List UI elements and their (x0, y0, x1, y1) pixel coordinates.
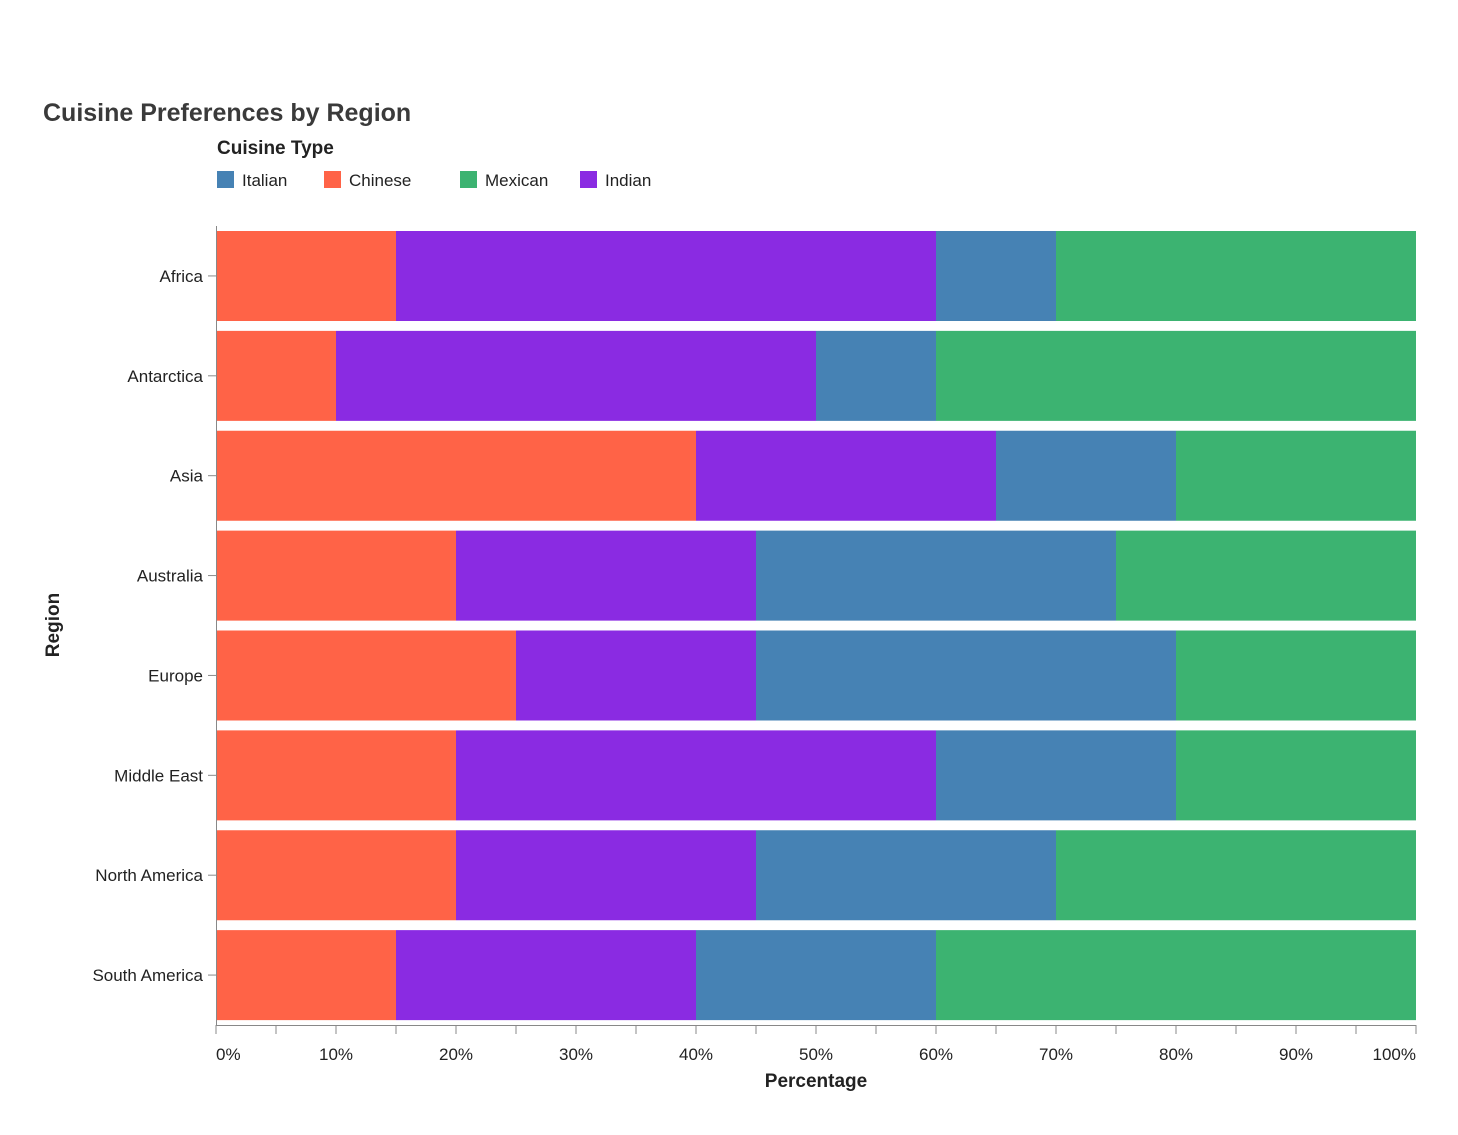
x-tick-label-6: 60% (919, 1045, 953, 1064)
bar-north-america-indian (456, 830, 756, 921)
bar-europe-italian (756, 630, 1176, 721)
legend-title: Cuisine Type (217, 138, 334, 159)
y-tick-label-middle-east: Middle East (114, 766, 203, 785)
x-tick-label-3: 30% (559, 1045, 593, 1064)
x-tick-label-4: 40% (679, 1045, 713, 1064)
bar-row-south-america (216, 930, 1416, 1021)
y-tick-label-north-america: North America (95, 866, 203, 885)
x-tick-label-10: 100% (1373, 1045, 1416, 1064)
bar-asia-mexican (1176, 430, 1416, 521)
bar-africa-indian (396, 231, 936, 321)
legend: Cuisine Type Italian Chinese Mexican Indian (217, 138, 651, 190)
bar-australia-indian (456, 530, 756, 621)
bar-row-europe (216, 630, 1416, 721)
bar-north-america-chinese (216, 830, 456, 921)
bar-middle-east-chinese (216, 730, 456, 821)
bar-australia-italian (756, 530, 1116, 621)
x-tick-label-2: 20% (439, 1045, 473, 1064)
legend-swatch-italian (217, 171, 234, 188)
chart-title: Cuisine Preferences by Region (43, 99, 411, 127)
legend-item-italian: Italian (217, 171, 287, 190)
bar-asia-indian (696, 430, 996, 521)
bar-africa-mexican (1056, 231, 1416, 321)
bar-australia-mexican (1116, 530, 1416, 621)
bar-antarctica-italian (816, 330, 936, 421)
x-tick-label-5: 50% (799, 1045, 833, 1064)
bar-row-asia (216, 430, 1416, 521)
bar-row-antarctica (216, 330, 1416, 421)
bar-north-america-italian (756, 830, 1056, 921)
bar-row-australia (216, 530, 1416, 621)
bar-north-america-mexican (1056, 830, 1416, 921)
y-ticks: Africa Antarctica Asia Australia Europe Middl… (92, 267, 216, 985)
bar-middle-east-indian (456, 730, 936, 821)
x-tick-label-1: 10% (319, 1045, 353, 1064)
legend-label-mexican: Mexican (485, 171, 548, 190)
bar-row-north-america (216, 830, 1416, 921)
bar-south-america-mexican (936, 930, 1416, 1021)
y-axis: Africa Antarctica Asia Australia Europe Middl… (43, 226, 217, 1025)
bar-antarctica-mexican (936, 330, 1416, 421)
legend-item-chinese: Chinese (324, 171, 411, 190)
bar-middle-east-italian (936, 730, 1176, 821)
bar-asia-chinese (216, 430, 696, 521)
bar-europe-indian (516, 630, 756, 721)
x-axis-title: Percentage (765, 1071, 867, 1092)
bar-europe-mexican (1176, 630, 1416, 721)
legend-label-indian: Indian (605, 171, 651, 190)
legend-label-chinese: Chinese (349, 171, 411, 190)
y-tick-label-australia: Australia (137, 567, 204, 586)
bar-antarctica-indian (336, 330, 816, 421)
bar-europe-chinese (216, 630, 516, 721)
legend-item-mexican: Mexican (460, 171, 548, 190)
y-tick-label-south-america: South America (92, 966, 203, 985)
legend-swatch-chinese (324, 171, 341, 188)
bar-australia-chinese (216, 530, 456, 621)
bar-middle-east-mexican (1176, 730, 1416, 821)
y-tick-label-africa: Africa (160, 267, 204, 286)
bar-row-middle-east (216, 730, 1416, 821)
legend-swatch-mexican (460, 171, 477, 188)
x-axis: 0% 10% 20% 30% 40% 50% 60% 70% 80% 90% 100% Percen… (215, 1025, 1417, 1092)
bar-antarctica-chinese (216, 330, 336, 421)
legend-item-indian: Indian (580, 171, 651, 190)
bar-south-america-chinese (216, 930, 396, 1021)
bar-row-africa (216, 231, 1416, 321)
bar-south-america-indian (396, 930, 696, 1021)
x-tick-label-9: 90% (1279, 1045, 1313, 1064)
plot-area (216, 231, 1416, 1021)
y-tick-label-asia: Asia (170, 467, 204, 486)
bar-south-america-italian (696, 930, 936, 1021)
y-axis-title: Region (43, 593, 64, 657)
x-tick-label-7: 70% (1039, 1045, 1073, 1064)
bar-africa-chinese (216, 231, 396, 321)
y-tick-label-antarctica: Antarctica (127, 367, 203, 386)
y-tick-label-europe: Europe (148, 666, 203, 685)
x-tick-label-0: 0% (216, 1045, 241, 1064)
legend-items: Italian Chinese Mexican Indian (217, 171, 651, 190)
bar-asia-italian (996, 430, 1176, 521)
bar-africa-italian (936, 231, 1056, 321)
legend-swatch-indian (580, 171, 597, 188)
legend-label-italian: Italian (242, 171, 287, 190)
x-tick-label-8: 80% (1159, 1045, 1193, 1064)
x-ticks: 0% 10% 20% 30% 40% 50% 60% 70% 80% 90% 100% (215, 1025, 1417, 1064)
